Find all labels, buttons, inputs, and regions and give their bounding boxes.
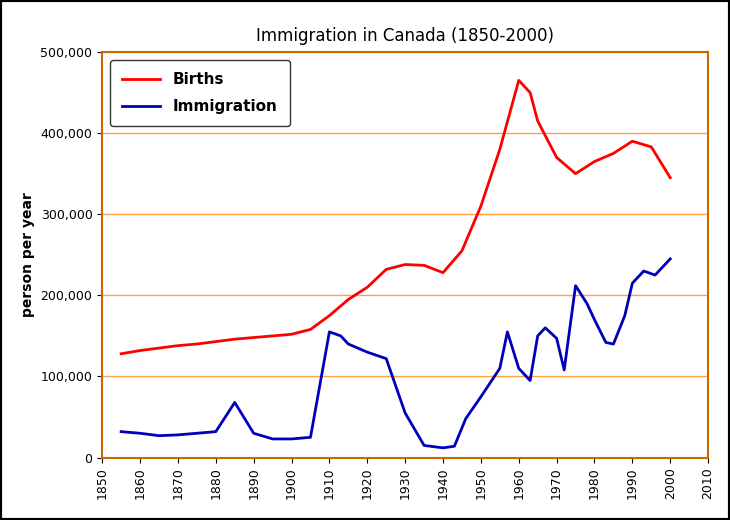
Births (174, 343, 182, 349)
Births (287, 331, 296, 337)
Line: Immigration: Immigration (121, 259, 670, 448)
Immigration (250, 430, 258, 436)
Immigration (382, 356, 391, 362)
Immigration (526, 378, 534, 384)
Immigration (628, 280, 637, 287)
Births (306, 327, 315, 333)
Immigration (193, 430, 201, 436)
Immigration (212, 428, 220, 435)
Immigration (515, 365, 523, 371)
Immigration (174, 432, 182, 438)
Immigration (590, 317, 599, 323)
Immigration (439, 445, 447, 451)
Births (609, 150, 618, 157)
Births (590, 159, 599, 165)
Line: Births: Births (121, 81, 670, 354)
Immigration (136, 430, 145, 436)
Births (458, 248, 466, 254)
Immigration (344, 341, 353, 347)
Births (477, 203, 485, 209)
Immigration (306, 434, 315, 440)
Immigration (541, 324, 550, 331)
Births (136, 347, 145, 354)
Births (666, 175, 675, 181)
Births (628, 138, 637, 145)
Births (363, 284, 372, 290)
Immigration (496, 365, 504, 371)
Immigration (571, 282, 580, 289)
Immigration (401, 410, 410, 416)
Births (534, 118, 542, 124)
Immigration (639, 268, 648, 274)
Births (439, 269, 447, 276)
Immigration (450, 443, 458, 449)
Immigration (337, 333, 345, 339)
Immigration (155, 433, 164, 439)
Immigration (602, 339, 610, 345)
Births (155, 345, 164, 351)
Y-axis label: person per year: person per year (21, 192, 35, 317)
Births (420, 262, 429, 268)
Births (496, 146, 504, 152)
Immigration (583, 301, 591, 307)
Births (647, 144, 656, 150)
Births (117, 350, 126, 357)
Immigration (461, 415, 470, 422)
Immigration (650, 272, 659, 278)
Immigration (420, 443, 429, 449)
Births (344, 296, 353, 303)
Immigration (363, 349, 372, 355)
Births (193, 341, 201, 347)
Births (552, 154, 561, 161)
Births (268, 333, 277, 339)
Births (515, 77, 523, 84)
Births (212, 339, 220, 345)
Immigration (620, 313, 629, 319)
Legend: Births, Immigration: Births, Immigration (110, 60, 290, 126)
Immigration (503, 329, 512, 335)
Births (571, 171, 580, 177)
Immigration (231, 399, 239, 406)
Immigration (477, 394, 485, 400)
Immigration (666, 256, 675, 262)
Immigration (552, 335, 561, 342)
Births (325, 313, 334, 319)
Immigration (117, 428, 126, 435)
Births (526, 89, 534, 96)
Immigration (287, 436, 296, 442)
Immigration (325, 329, 334, 335)
Births (231, 336, 239, 342)
Immigration (534, 333, 542, 339)
Immigration (609, 341, 618, 347)
Births (401, 262, 410, 268)
Immigration (268, 436, 277, 442)
Title: Immigration in Canada (1850-2000): Immigration in Canada (1850-2000) (256, 27, 554, 45)
Births (382, 266, 391, 272)
Births (250, 334, 258, 341)
Immigration (560, 367, 569, 373)
